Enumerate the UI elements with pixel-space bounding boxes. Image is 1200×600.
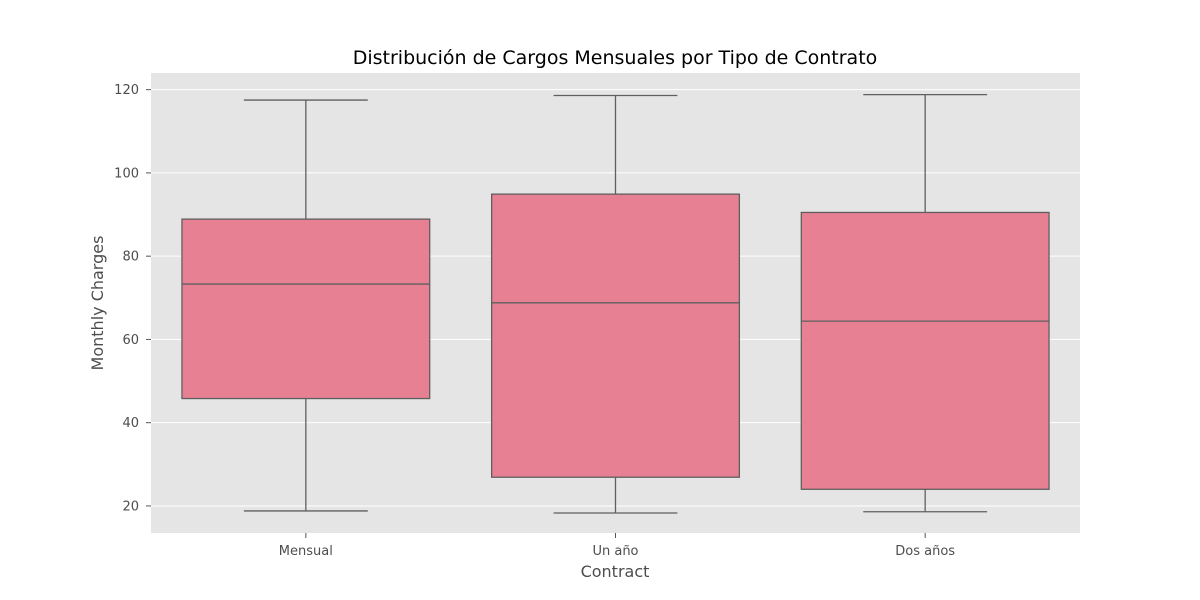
y-tick-label: 20 xyxy=(122,499,139,514)
y-ticks: 20 40 60 80 100 120 xyxy=(114,83,151,514)
iqr-box xyxy=(800,211,1050,490)
box-3 xyxy=(800,93,1050,513)
box-1 xyxy=(181,99,431,512)
y-axis-label: Monthly Charges xyxy=(88,236,107,371)
iqr-box xyxy=(490,193,741,478)
y-tick-label: 40 xyxy=(122,416,139,431)
box-2 xyxy=(490,94,741,514)
x-axis-label: Contract xyxy=(581,562,650,581)
x-tick-label: Mensual xyxy=(279,544,333,559)
iqr-box xyxy=(181,218,431,400)
boxes xyxy=(181,93,1050,514)
y-tick-label: 120 xyxy=(114,83,139,98)
x-tick-label: Un año xyxy=(592,544,638,559)
y-tick-label: 60 xyxy=(122,333,139,348)
x-ticks: Mensual Un año Dos años xyxy=(279,533,955,559)
y-tick-label: 100 xyxy=(114,166,139,181)
y-tick-label: 80 xyxy=(122,250,139,265)
x-tick-label: Dos años xyxy=(895,544,955,559)
chart-title: Distribución de Cargos Mensuales por Tip… xyxy=(353,47,878,69)
